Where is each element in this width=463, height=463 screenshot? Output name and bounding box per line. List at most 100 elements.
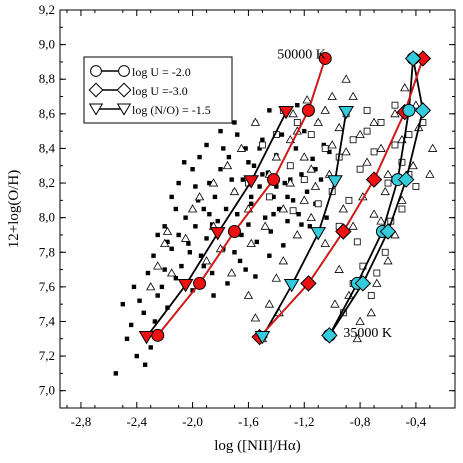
open-triangle-point <box>348 91 358 100</box>
y-tick-label: 9,2 <box>39 2 55 17</box>
filled-square-point <box>218 167 223 172</box>
open-triangle-point <box>153 261 163 270</box>
filled-square-point <box>225 281 230 286</box>
filled-square-point <box>267 108 272 113</box>
open-triangle-point <box>327 91 337 100</box>
open-triangle-point <box>390 109 400 118</box>
legend-symbols <box>88 65 132 116</box>
filled-square-point <box>321 142 326 148</box>
open-square-point <box>412 183 420 190</box>
filled-square-point <box>201 206 206 212</box>
open-triangle-point <box>146 282 156 291</box>
open-square-point <box>293 119 301 126</box>
filled-square-point <box>257 184 262 189</box>
filled-square-point <box>134 353 139 359</box>
filled-square-point <box>268 229 273 234</box>
legend-marker-triangle-down <box>88 103 104 116</box>
filled-square-point <box>232 120 237 125</box>
open-triangle-point <box>334 264 344 273</box>
open-triangle-point <box>348 221 358 230</box>
model-line-diamond-cyan <box>328 58 424 336</box>
y-axis-title: 12+log(O/H) <box>6 170 22 248</box>
open-triangle-point <box>338 204 349 213</box>
legend-marker-circle <box>118 65 130 77</box>
filled-square-point <box>281 243 286 248</box>
filled-square-point <box>223 206 229 212</box>
filled-square-point <box>251 163 257 168</box>
open-triangle-point <box>302 95 312 104</box>
filled-square-point <box>240 177 246 182</box>
filled-square-point <box>310 156 315 162</box>
open-square-point <box>265 193 273 201</box>
open-square-point <box>345 196 353 204</box>
open-triangle-point <box>264 299 275 308</box>
open-square-point <box>370 148 378 156</box>
open-triangle-point <box>334 122 344 132</box>
x-tick-label: -0,8 <box>350 414 371 429</box>
filled-square-point <box>274 184 279 189</box>
open-triangle-point <box>288 109 298 118</box>
filled-square-point <box>299 172 304 177</box>
open-triangle-point <box>425 169 435 178</box>
model-point-circle-red <box>318 51 332 65</box>
legend-marker-diamond <box>116 82 132 98</box>
open-square-point <box>377 119 385 126</box>
legend: log U = -2.0 log U =-3.0 log (N/O) = -1.… <box>83 56 233 124</box>
filled-square-point <box>148 345 153 350</box>
filled-square-point <box>237 258 243 264</box>
filled-square-point <box>176 180 181 186</box>
model-point-circle-red <box>193 276 207 290</box>
open-square-point <box>356 165 364 173</box>
filled-square-point <box>201 263 206 269</box>
filled-square-point <box>162 267 167 272</box>
filled-square-point <box>197 154 202 160</box>
filled-square-point <box>142 362 148 367</box>
open-triangle-point <box>250 313 261 322</box>
open-triangle-point <box>187 204 198 213</box>
filled-square-point <box>173 206 179 212</box>
x-tick-label: -1,2 <box>294 414 315 429</box>
legend-label-circle: log U = -2.0 <box>132 65 191 79</box>
filled-square-point <box>113 371 119 376</box>
x-tick-label: -1,6 <box>238 414 259 429</box>
filled-square-point <box>193 184 198 189</box>
filled-square-point <box>253 274 258 279</box>
filled-square-point <box>128 322 134 328</box>
filled-square-point <box>198 253 204 258</box>
filled-square-point <box>207 211 212 217</box>
y-tick-label: 8,6 <box>39 106 56 121</box>
filled-square-point <box>327 149 332 155</box>
filled-square-point <box>183 215 188 220</box>
filled-square-point <box>120 301 126 307</box>
open-triangle-point <box>159 238 170 248</box>
model-line-circle-cyan <box>328 58 415 336</box>
open-triangle-point <box>362 157 372 166</box>
open-square-point <box>363 106 371 114</box>
y-tick-label: 9,0 <box>39 37 55 52</box>
filled-square-point <box>271 211 276 217</box>
filled-square-point <box>246 222 251 227</box>
model-point-diamond-red <box>300 275 317 292</box>
x-tick-label: -2,4 <box>126 414 147 429</box>
open-triangle-point <box>201 256 212 265</box>
open-square-point <box>300 176 308 183</box>
model-point-circle-red <box>227 224 241 238</box>
filled-square-point <box>131 284 137 290</box>
open-triangle-point <box>166 268 177 277</box>
observations-layer <box>113 74 438 376</box>
x-tick-label: -2,8 <box>71 414 92 429</box>
open-square-point <box>258 141 266 149</box>
filled-square-point <box>271 194 276 200</box>
filled-square-point <box>290 198 296 203</box>
filled-square-point <box>235 132 240 137</box>
open-square-point <box>363 127 371 135</box>
filled-square-point <box>187 250 193 255</box>
filled-square-point <box>254 239 260 245</box>
filled-square-point <box>179 263 184 269</box>
model-point-diamond-cyan <box>321 327 338 344</box>
legend-marker-triangle-down <box>116 103 132 116</box>
model-point-triangle-down-cyan <box>283 279 300 293</box>
filled-square-point <box>211 293 216 298</box>
model-point-diamond-cyan <box>397 171 415 188</box>
y-tick-label: 8,0 <box>39 210 55 225</box>
